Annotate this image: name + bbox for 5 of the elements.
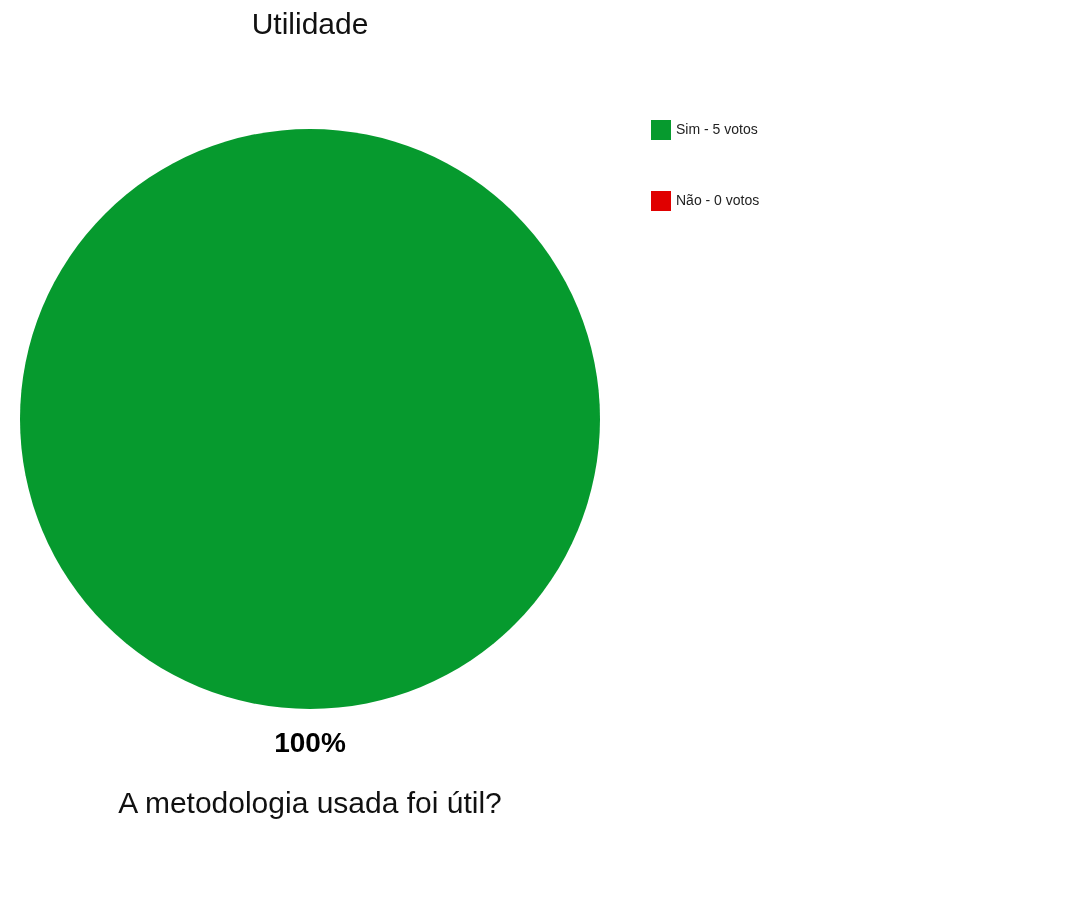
legend-label: Não - 0 votos [676,192,760,208]
legend-label: Sim - 5 votos [676,121,758,137]
chart-title: Utilidade [251,7,369,40]
text: A metodologia usada foi útil? [118,786,502,819]
data-label: 100% [274,727,346,758]
